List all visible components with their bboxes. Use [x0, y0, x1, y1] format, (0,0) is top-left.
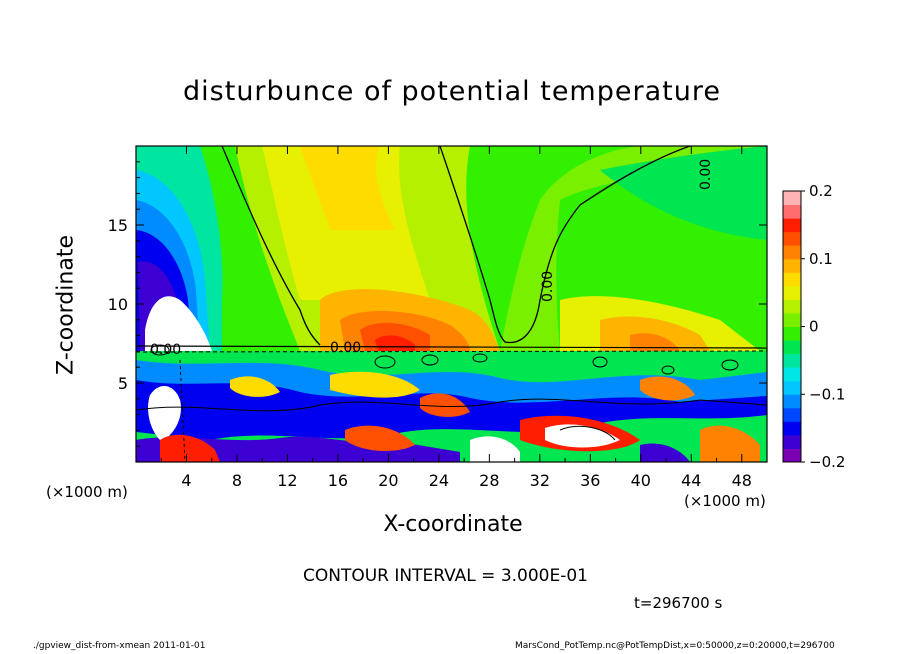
- time-label: t=296700 s: [634, 594, 723, 612]
- colorbar-segment: [783, 231, 801, 246]
- x-tick-label: 4: [181, 471, 191, 490]
- colorbar-segment: [783, 312, 801, 327]
- footer-right: MarsCond_PotTemp.nc@PotTempDist,x=0:5000…: [515, 641, 835, 651]
- colorbar-segment: [783, 353, 801, 368]
- colorbar-segment: [783, 191, 801, 206]
- x-tick-label: 20: [378, 471, 398, 490]
- x-tick-label: 12: [277, 471, 297, 490]
- colorbar-segment: [783, 421, 801, 436]
- colorbar-segment: [783, 380, 801, 395]
- colorbar-segment: [783, 272, 801, 287]
- chart-title: disturbunce of potential temperature: [183, 76, 721, 107]
- y-tick-label: 10: [108, 295, 128, 314]
- colorbar-tick-label: −0.2: [809, 453, 845, 471]
- colorbar-tick-label: 0.2: [809, 182, 833, 200]
- colorbar-segment: [783, 367, 801, 382]
- x-tick-label: 40: [631, 471, 651, 490]
- heatmap-field: [136, 146, 767, 462]
- colorbar-segment: [783, 245, 801, 260]
- colorbar-segment: [783, 340, 801, 355]
- colorbar-tick-label: −0.1: [809, 385, 845, 403]
- x-tick-label: 16: [328, 471, 348, 490]
- colorbar: [782, 190, 802, 463]
- colorbar-segment: [783, 407, 801, 422]
- x-tick-label: 28: [479, 471, 499, 490]
- x-tick-label: 8: [232, 471, 242, 490]
- contour-label: 0.00: [698, 159, 714, 190]
- y-axis-unit: (×1000 m): [46, 483, 128, 501]
- x-tick-label: 44: [681, 471, 701, 490]
- x-tick-label: 32: [530, 471, 550, 490]
- colorbar-segment: [783, 299, 801, 314]
- colorbar-tick-label: 0.1: [809, 250, 833, 268]
- colorbar-ticks: 0.2 0.1 0 −0.1 −0.2: [801, 182, 845, 471]
- contour-label: 0.00: [150, 342, 181, 358]
- contour-label: 0.00: [330, 340, 361, 356]
- x-axis-unit: (×1000 m): [684, 492, 766, 510]
- colorbar-segment: [783, 285, 801, 300]
- contour-label: 0.00: [540, 271, 556, 302]
- colorbar-segment: [783, 218, 801, 233]
- colorbar-segment: [783, 326, 801, 341]
- colorbar-segment: [783, 448, 801, 463]
- colorbar-segment: [783, 204, 801, 219]
- colorbar-segment: [783, 434, 801, 449]
- colorbar-tick-label: 0: [809, 318, 819, 336]
- y-axis-ticks: 5 10 15: [108, 161, 767, 447]
- x-axis-ticks: 4 8 12 16 20 24 28 32 36 40 44 48: [160, 146, 752, 490]
- x-tick-label: 24: [429, 471, 449, 490]
- x-axis-label: X-coordinate: [383, 512, 523, 537]
- footer-left: ./gpview_dist-from-xmean 2011-01-01: [33, 641, 206, 651]
- y-tick-label: 15: [108, 216, 128, 235]
- colorbar-segment: [783, 394, 801, 409]
- contour-interval-note: CONTOUR INTERVAL = 3.000E-01: [303, 566, 588, 586]
- colorbar-segment: [783, 258, 801, 273]
- x-tick-label: 36: [580, 471, 600, 490]
- x-tick-label: 48: [732, 471, 752, 490]
- y-tick-label: 5: [118, 374, 128, 393]
